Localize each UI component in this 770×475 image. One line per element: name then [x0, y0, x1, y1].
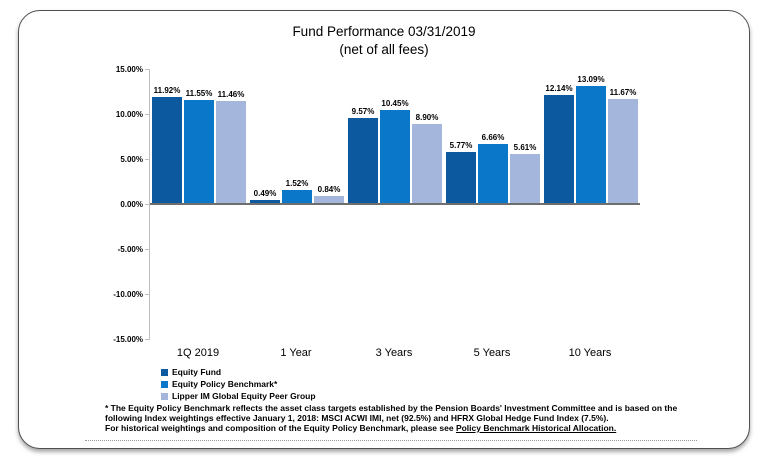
x-category-label: 5 Years — [473, 347, 511, 359]
footnote-line1: * The Equity Policy Benchmark reflects t… — [105, 403, 678, 413]
legend-swatch-icon — [161, 392, 168, 400]
bar-lipper-im-global-equity-peer-group-1-year — [314, 196, 344, 204]
bar-equity-fund-1-year — [250, 200, 280, 204]
legend-label: Equity Policy Benchmark* — [172, 379, 278, 389]
bar-value-label: 8.90% — [415, 113, 439, 122]
footnote-line3-text: For historical weightings and compositio… — [105, 423, 456, 433]
chart-legend: Equity Fund Equity Policy Benchmark* Lippe… — [161, 366, 316, 402]
x-category-label: 1Q 2019 — [176, 347, 220, 359]
bar-value-label: 10.45% — [381, 99, 409, 108]
y-tick-label: 10.00% — [115, 110, 143, 119]
footnote: * The Equity Policy Benchmark reflects t… — [105, 403, 705, 433]
bar-equity-policy-benchmark-1-year — [282, 190, 312, 204]
bar-lipper-im-global-equity-peer-group-10-years — [608, 99, 638, 204]
bar-value-label: 1.52% — [285, 179, 309, 188]
footnote-line2: following Index weightings effective Jan… — [105, 413, 609, 423]
bar-value-label: 11.55% — [185, 89, 213, 98]
bar-equity-fund-10-years — [544, 95, 574, 204]
y-tick-mark — [145, 204, 150, 205]
bar-equity-policy-benchmark-5-years — [478, 144, 508, 204]
bar-equity-policy-benchmark-3-years — [380, 110, 410, 204]
bar-value-label: 11.46% — [217, 90, 245, 99]
chart-title-line2: (net of all fees) — [339, 42, 429, 57]
bar-chart: 15.00% 10.00% 5.00% 0.00% -5.00% -10.00% -15.0… — [19, 11, 749, 448]
legend-swatch-icon — [161, 380, 168, 388]
x-category-label: 1 Year — [280, 347, 312, 359]
y-tick-label: -5.00% — [117, 245, 143, 254]
bar-equity-fund-1q-2019 — [152, 97, 182, 204]
y-tick-mark — [145, 294, 150, 295]
plot-area: 11.92% 11.55% 11.46% 0.49% 1.52% 0.84% 9.57% 10… — [145, 69, 640, 340]
legend-label: Equity Fund — [172, 367, 222, 377]
y-tick-mark — [145, 159, 150, 160]
bar-equity-policy-benchmark-1q-2019 — [184, 100, 214, 204]
bar-lipper-im-global-equity-peer-group-5-years — [510, 154, 540, 204]
legend-item: Equity Fund — [161, 366, 316, 378]
bar-value-label: 5.77% — [449, 141, 473, 150]
bar-value-label: 0.49% — [253, 189, 277, 198]
y-tick-mark — [145, 249, 150, 250]
x-axis-labels: 1Q 2019 1 Year 3 Years 5 Years 10 Years — [149, 347, 639, 363]
bar-value-label: 6.66% — [481, 133, 505, 142]
x-category-label: 10 Years — [568, 347, 612, 359]
chart-title-line1: Fund Performance 03/31/2019 — [292, 24, 476, 39]
bar-value-label: 0.84% — [317, 185, 341, 194]
bottom-divider — [85, 440, 697, 441]
footnote-line3: For historical weightings and compositio… — [105, 423, 705, 433]
zero-axis-line — [150, 203, 640, 205]
y-tick-label: -15.00% — [113, 335, 143, 344]
legend-swatch-icon — [161, 368, 168, 376]
bar-lipper-im-global-equity-peer-group-1q-2019 — [216, 101, 246, 204]
y-tick-label: -10.00% — [113, 290, 143, 299]
chart-title: Fund Performance 03/31/2019 (net of all … — [19, 23, 749, 59]
bar-value-label: 9.57% — [351, 107, 375, 116]
y-tick-mark — [145, 69, 150, 70]
bar-value-label: 11.92% — [153, 86, 181, 95]
x-category-label: 3 Years — [375, 347, 413, 359]
bar-equity-fund-3-years — [348, 118, 378, 204]
bar-value-label: 13.09% — [577, 75, 605, 84]
bar-value-label: 12.14% — [545, 84, 573, 93]
bar-lipper-im-global-equity-peer-group-3-years — [412, 124, 442, 204]
y-tick-mark — [145, 339, 150, 340]
bar-equity-policy-benchmark-10-years — [576, 86, 606, 204]
policy-benchmark-link[interactable]: Policy Benchmark Historical Allocation. — [455, 423, 617, 433]
bar-equity-fund-5-years — [446, 152, 476, 204]
y-tick-label: 15.00% — [115, 65, 143, 74]
y-tick-label: 5.00% — [120, 155, 143, 164]
y-tick-mark — [145, 114, 150, 115]
y-tick-label: 0.00% — [120, 200, 143, 209]
y-axis-labels: 15.00% 10.00% 5.00% 0.00% -5.00% -10.00% -15.0… — [19, 65, 143, 344]
fund-performance-card: Fund Performance 03/31/2019 (net of all … — [18, 10, 750, 449]
legend-item: Lipper IM Global Equity Peer Group — [161, 390, 316, 402]
bar-value-label: 5.61% — [513, 143, 537, 152]
legend-label: Lipper IM Global Equity Peer Group — [172, 391, 316, 401]
legend-item: Equity Policy Benchmark* — [161, 378, 316, 390]
bar-value-label: 11.67% — [609, 88, 637, 97]
